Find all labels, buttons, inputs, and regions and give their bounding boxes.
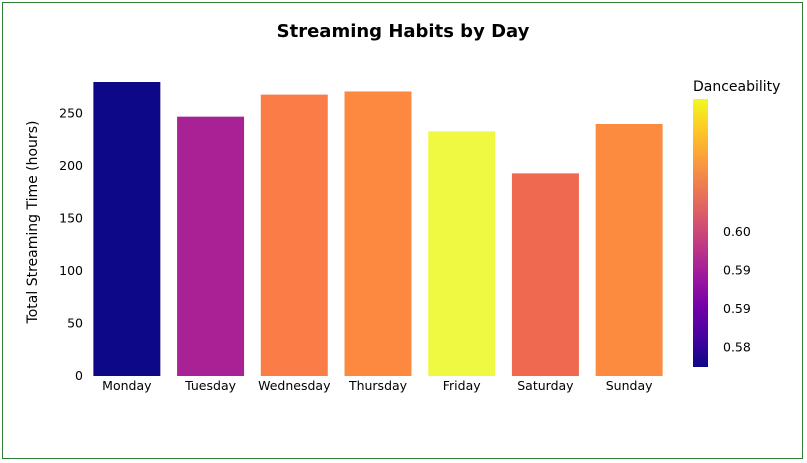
bar-wednesday (260, 94, 328, 376)
x-tick-label: Wednesday (258, 378, 331, 393)
bar-saturday (511, 173, 579, 376)
x-tick-label: Friday (443, 378, 481, 393)
colorbar-tick-label: 0.58 (723, 340, 751, 355)
y-tick-label: 250 (59, 106, 83, 121)
bar-tuesday (177, 116, 245, 377)
x-tick-label: Sunday (606, 378, 653, 393)
bars (93, 82, 663, 377)
colorbar-tick-label: 0.59 (723, 301, 751, 316)
x-tick-labels: Monday Tuesday Wednesday Thursday Friday Satu… (102, 378, 653, 393)
colorbar-ticks: 0.58 0.59 0.59 0.60 (723, 224, 751, 355)
y-tick-label: 0 (75, 368, 83, 383)
colorbar-tick-label: 0.59 (723, 263, 751, 278)
y-axis-title: Total Streaming Time (hours) (25, 121, 41, 325)
bar-friday (428, 131, 496, 376)
colorbar-tick-label: 0.60 (723, 224, 751, 239)
colorbar-title: Danceability (693, 79, 780, 95)
x-tick-label: Tuesday (184, 378, 236, 393)
x-tick-label: Saturday (517, 378, 574, 393)
bar-sunday (595, 124, 663, 376)
y-tick-label: 50 (67, 316, 83, 331)
y-tick-labels: 0 50 100 150 200 250 (59, 106, 83, 384)
bar-monday (93, 82, 161, 376)
y-tick-label: 150 (59, 211, 83, 226)
x-tick-label: Monday (102, 378, 152, 393)
bar-thursday (344, 91, 412, 376)
chart-title: Streaming Habits by Day (277, 21, 530, 42)
x-tick-label: Thursday (348, 378, 408, 393)
colorbar (693, 99, 708, 367)
y-tick-label: 200 (59, 158, 83, 173)
y-tick-label: 100 (59, 263, 83, 278)
